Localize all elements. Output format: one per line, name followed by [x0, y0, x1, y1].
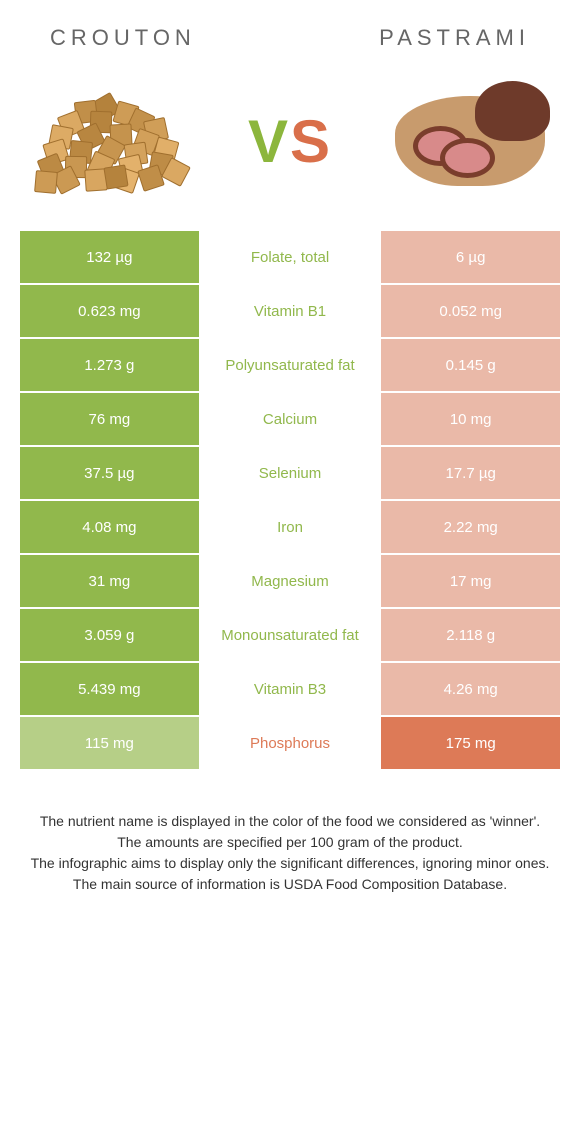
left-value: 37.5 µg — [20, 447, 201, 499]
table-row: 1.273 gPolyunsaturated fat0.145 g — [20, 339, 560, 393]
table-row: 37.5 µgSelenium17.7 µg — [20, 447, 560, 501]
footer-line: The main source of information is USDA F… — [20, 874, 560, 895]
left-value: 0.623 mg — [20, 285, 201, 337]
nutrient-label: Phosphorus — [201, 717, 380, 769]
table-row: 5.439 mgVitamin B34.26 mg — [20, 663, 560, 717]
nutrient-label: Magnesium — [201, 555, 380, 607]
right-value: 6 µg — [379, 231, 560, 283]
nutrient-label: Iron — [201, 501, 380, 553]
right-value: 0.052 mg — [379, 285, 560, 337]
footer-notes: The nutrient name is displayed in the co… — [20, 811, 560, 895]
left-value: 5.439 mg — [20, 663, 201, 715]
left-food-title: Crouton — [50, 25, 196, 51]
nutrient-label: Vitamin B1 — [201, 285, 380, 337]
right-value: 4.26 mg — [379, 663, 560, 715]
right-value: 0.145 g — [379, 339, 560, 391]
table-row: 31 mgMagnesium17 mg — [20, 555, 560, 609]
table-row: 0.623 mgVitamin B10.052 mg — [20, 285, 560, 339]
right-value: 2.118 g — [379, 609, 560, 661]
footer-line: The amounts are specified per 100 gram o… — [20, 832, 560, 853]
left-value: 115 mg — [20, 717, 201, 769]
left-value: 76 mg — [20, 393, 201, 445]
nutrient-label: Polyunsaturated fat — [201, 339, 380, 391]
right-value: 2.22 mg — [379, 501, 560, 553]
footer-line: The nutrient name is displayed in the co… — [20, 811, 560, 832]
nutrient-label: Calcium — [201, 393, 380, 445]
left-value: 3.059 g — [20, 609, 201, 661]
left-value: 1.273 g — [20, 339, 201, 391]
nutrient-label: Selenium — [201, 447, 380, 499]
table-row: 3.059 gMonounsaturated fat2.118 g — [20, 609, 560, 663]
table-row: 132 µgFolate, total6 µg — [20, 231, 560, 285]
pastrami-image — [390, 81, 550, 201]
table-row: 4.08 mgIron2.22 mg — [20, 501, 560, 555]
table-row: 76 mgCalcium10 mg — [20, 393, 560, 447]
crouton-image — [30, 81, 190, 201]
vs-label: VS — [248, 107, 332, 176]
left-value: 4.08 mg — [20, 501, 201, 553]
footer-line: The infographic aims to display only the… — [20, 853, 560, 874]
right-value: 10 mg — [379, 393, 560, 445]
nutrient-table: 132 µgFolate, total6 µg0.623 mgVitamin B… — [20, 231, 560, 771]
left-value: 132 µg — [20, 231, 201, 283]
title-row: Crouton Pastrami — [0, 0, 580, 61]
right-food-title: Pastrami — [379, 25, 530, 51]
hero-row: VS — [0, 61, 580, 231]
right-value: 17.7 µg — [379, 447, 560, 499]
table-row: 115 mgPhosphorus175 mg — [20, 717, 560, 771]
nutrient-label: Folate, total — [201, 231, 380, 283]
nutrient-label: Vitamin B3 — [201, 663, 380, 715]
right-value: 17 mg — [379, 555, 560, 607]
nutrient-label: Monounsaturated fat — [201, 609, 380, 661]
left-value: 31 mg — [20, 555, 201, 607]
right-value: 175 mg — [379, 717, 560, 769]
